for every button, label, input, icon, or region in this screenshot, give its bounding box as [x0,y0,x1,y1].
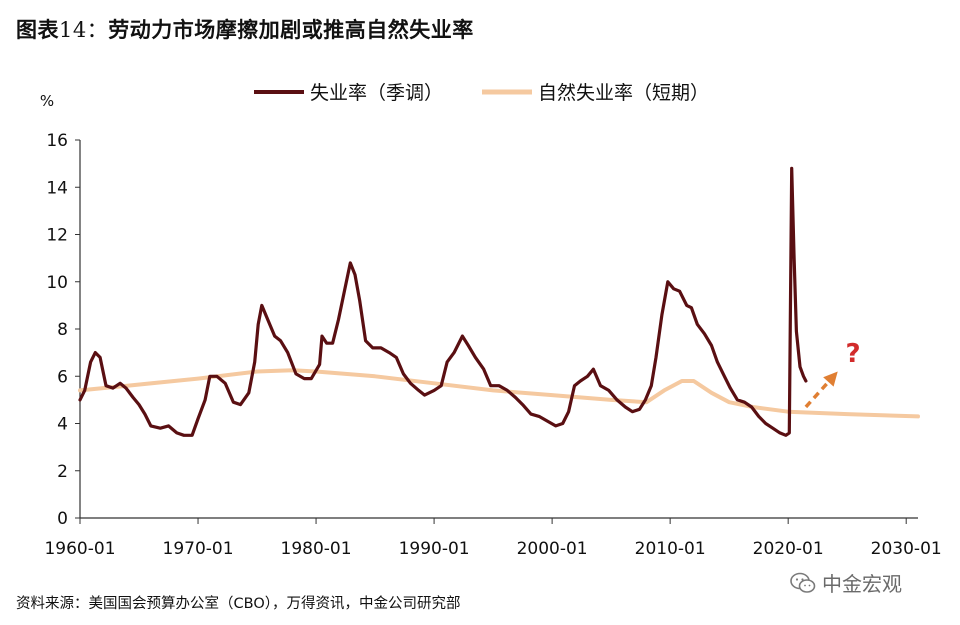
y-tick-label: 8 [57,320,68,340]
y-tick-label: 2 [57,462,68,482]
x-tick-label: 1960-01 [44,539,115,559]
y-tick-label: 6 [57,367,68,387]
trend-arrow-head [823,371,838,387]
y-tick-label: 16 [46,131,68,151]
source-note: 资料来源：美国国会预算办公室（CBO），万得资讯，中金公司研究部 [16,596,461,612]
figure-heading: 劳动力市场摩擦加剧或推高自然失业率 [108,18,474,42]
x-tick-label: 1980-01 [281,539,352,559]
x-tick-label: 2000-01 [517,539,588,559]
x-tick-label: 2020-01 [753,539,824,559]
series-natural-rate-line [78,368,920,419]
series-unemployment-line [78,166,808,437]
y-tick-label: 14 [46,178,68,198]
x-tick-label: 1970-01 [163,539,234,559]
chart-legend: 失业率（季调） 自然失业率（短期） [254,82,709,104]
y-tick-label: 0 [57,509,68,529]
chart-series [78,166,920,437]
y-tick-label: 4 [57,415,68,435]
y-tick-label: 12 [46,226,68,246]
x-tick-label: 2010-01 [635,539,706,559]
watermark: 中金宏观 [790,568,902,597]
x-tick-label: 2030-01 [871,539,942,559]
legend-unemployment-label: 失业率（季调） [310,82,443,104]
chart-annotations: ? [804,339,861,409]
wechat-icon [790,572,816,593]
legend-natural-rate-label: 自然失业率（短期） [538,82,709,104]
chart-axes: 0 2 4 6 8 10 12 14 16% 1960-01 1970-01 1980-01 1990-… [40,92,942,559]
trend-arrow-shaft [804,380,830,409]
figure-number: 14： [59,18,109,42]
watermark-text: 中金宏观 [822,572,902,596]
y-tick-label: 10 [46,273,68,293]
y-axis-unit: % [40,92,54,110]
figure-label: 图表 [16,18,59,42]
figure-title: 图表14：劳动力市场摩擦加剧或推高自然失业率 [16,14,474,44]
question-mark-annotation: ? [845,339,860,369]
x-tick-label: 1990-01 [399,539,470,559]
